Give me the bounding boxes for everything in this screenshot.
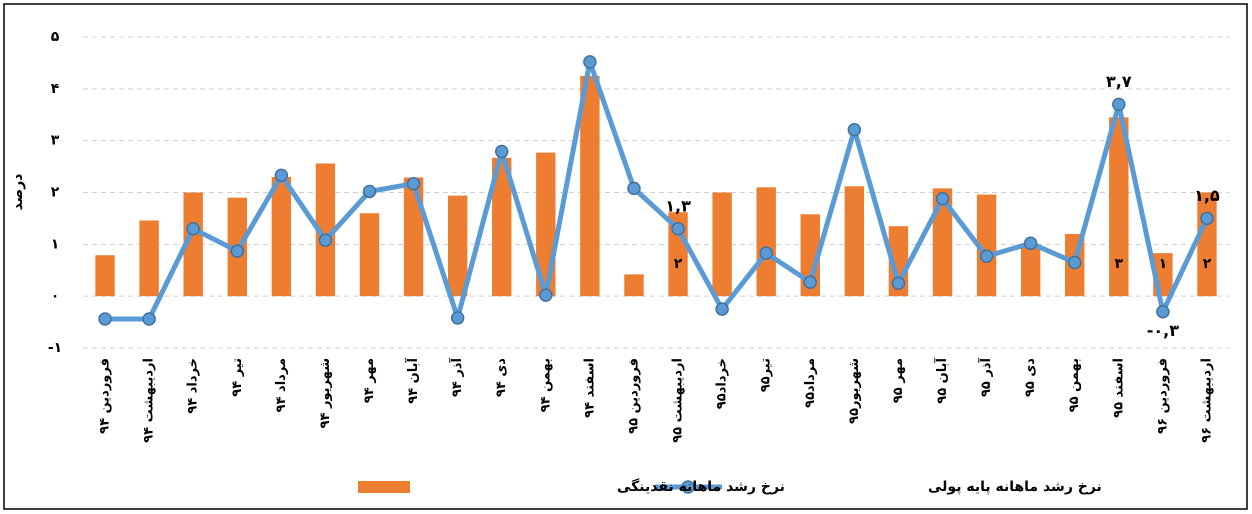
x-tick-label: شهریور ۹۴ — [318, 358, 333, 428]
line-marker — [583, 55, 597, 69]
x-tick-label: مرداد ۹۴ — [274, 358, 289, 412]
bar — [359, 213, 380, 297]
bar-value-label: ۲ — [1203, 256, 1212, 272]
line-marker — [1112, 97, 1126, 112]
x-tick-label: فروردین ۹۴ — [98, 358, 113, 434]
bar — [756, 187, 776, 297]
x-tick-label: بهمن ۹۵ — [1067, 358, 1082, 412]
bar — [492, 157, 512, 297]
line-marker — [979, 249, 994, 264]
x-tick-label: خرداد ۹۴ — [186, 358, 201, 414]
x-tick-label: شهریور۹۵ — [847, 358, 862, 424]
y-tick-label: ۴ — [51, 81, 60, 97]
line-marker — [1200, 211, 1214, 226]
x-tick-label: بهمن ۹۴ — [538, 358, 553, 412]
bar — [447, 195, 468, 297]
x-tick-label: مرداد۹۵ — [803, 358, 818, 408]
line-marker — [494, 144, 509, 159]
line-marker — [142, 312, 156, 326]
bar — [271, 176, 292, 297]
x-tick-label: فروردین ۹۶ — [1155, 358, 1170, 434]
line-marker — [318, 233, 333, 247]
x-tick-label: اسفند ۹۴ — [582, 358, 597, 418]
bar — [932, 188, 953, 297]
line-marker — [935, 191, 950, 206]
line-marker — [186, 222, 200, 236]
line-marker — [539, 288, 553, 302]
x-tick-label: مهر ۹۵ — [891, 358, 906, 403]
bar — [844, 186, 865, 297]
x-tick-label: اسفند ۹۵ — [1111, 358, 1126, 418]
line-value-label: -۰,۳ — [1147, 321, 1179, 340]
line-marker — [847, 123, 862, 137]
y-tick-label: ۲ — [51, 185, 60, 201]
line-marker — [1023, 236, 1038, 251]
line-marker — [759, 246, 773, 260]
line-marker — [98, 312, 112, 326]
bar — [95, 255, 115, 297]
bar — [800, 214, 820, 297]
bar — [139, 220, 159, 297]
x-tick-label: اردیبهشت ۹۶ — [1199, 358, 1214, 443]
x-tick-label: آبان ۹۵ — [933, 357, 950, 403]
y-tick-label: ۱ — [51, 236, 60, 252]
line-marker — [627, 181, 641, 196]
legend-marker — [681, 480, 695, 494]
bar — [1020, 244, 1041, 297]
line-marker — [274, 168, 289, 183]
x-tick-label: دی ۹۴ — [494, 358, 509, 397]
line — [105, 59, 1210, 322]
line-marker — [406, 176, 421, 191]
line-marker — [803, 275, 818, 289]
y-tick-label: ۳ — [51, 133, 60, 149]
y-tick-label: -۱ — [48, 340, 62, 356]
bar-value-label: ۲ — [674, 256, 683, 272]
line-marker — [715, 302, 729, 316]
x-tick-label: آذر ۹۵ — [977, 357, 994, 397]
y-tick-label: ۵ — [51, 29, 60, 45]
line-marker — [891, 276, 906, 290]
x-tick-label: فروردین ۹۵ — [626, 358, 641, 434]
bar — [1197, 192, 1217, 297]
bar — [712, 192, 732, 297]
legend-label: نرخ رشد ماهانه پایه پولی — [928, 479, 1102, 495]
x-tick-label: تیر۹۵ — [759, 358, 774, 392]
bar — [976, 194, 997, 297]
x-tick-label: اردیبهشت ۹۵ — [671, 358, 686, 443]
line-value-label: ۱,۵ — [1194, 186, 1220, 205]
legend-swatch — [358, 481, 410, 493]
bar — [315, 163, 336, 297]
x-tick-label: اردیبهشت ۹۴ — [142, 358, 157, 443]
bar-value-label: ۱ — [1159, 256, 1168, 272]
y-axis-label: درصد — [10, 174, 26, 211]
line-marker — [230, 244, 245, 258]
line-marker — [1067, 255, 1082, 270]
bar — [580, 75, 600, 297]
x-tick-label: تیر ۹۴ — [230, 358, 245, 397]
bar — [403, 177, 424, 297]
line-marker — [1156, 304, 1170, 319]
bar-value-label: ۳ — [1115, 256, 1124, 272]
x-tick-label: دی ۹۵ — [1023, 358, 1038, 397]
line-marker — [362, 184, 377, 199]
line-marker — [671, 222, 685, 236]
bar — [624, 274, 644, 297]
x-tick-label: خرداد۹۵ — [715, 358, 730, 409]
bar — [183, 192, 203, 297]
legend-label: نرخ رشد ماهانه نقدینگی — [617, 478, 785, 495]
line-value-label: ۱,۳ — [665, 196, 691, 215]
x-tick-label: آذر ۹۴ — [448, 357, 465, 397]
x-tick-label: آبان ۹۴ — [404, 357, 421, 403]
y-tick-label: ٠ — [51, 288, 60, 304]
line-marker — [450, 311, 465, 325]
line-value-label: ۳,۷ — [1106, 72, 1132, 91]
x-tick-label: مهر ۹۴ — [362, 358, 377, 403]
bar — [1109, 117, 1129, 297]
